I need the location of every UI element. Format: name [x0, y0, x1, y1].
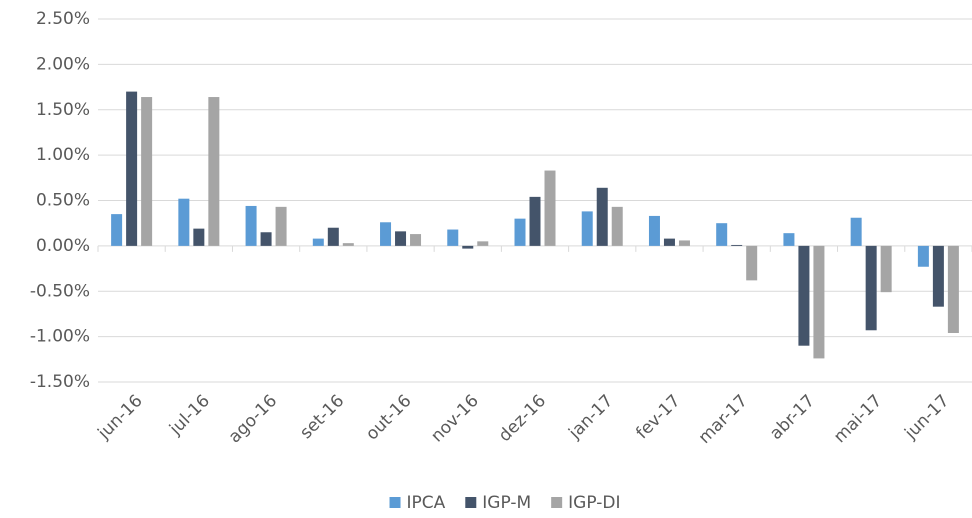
bar [798, 245, 810, 346]
bar [312, 238, 324, 246]
bar [648, 215, 660, 246]
x-tick-label: jun-16 [94, 391, 147, 444]
bar [813, 245, 825, 359]
bar [716, 223, 728, 246]
bar [596, 187, 608, 246]
bar [477, 241, 489, 246]
legend-label: IPCA [407, 493, 446, 513]
y-tick-label: 2.00% [36, 54, 90, 74]
bar [380, 222, 392, 246]
x-tick-label: jun-17 [900, 391, 953, 444]
bar [327, 227, 339, 246]
bar [611, 206, 623, 246]
legend-swatch [389, 497, 401, 508]
bar [731, 244, 743, 246]
bar [193, 228, 205, 246]
x-tick-label: fev-17 [632, 391, 684, 443]
bar [178, 198, 190, 246]
bar [850, 217, 862, 246]
x-tick-label: out-16 [362, 391, 415, 444]
bar [111, 214, 123, 246]
legend-swatch [551, 497, 563, 508]
x-tick-label: jul-16 [165, 391, 214, 440]
x-tick-label: mai-17 [830, 391, 886, 447]
bar [917, 245, 929, 267]
bar [342, 243, 354, 246]
bar [880, 245, 892, 293]
x-tick-label: nov-16 [427, 391, 483, 447]
y-tick-label: 1.50% [36, 100, 90, 120]
legend-label: IGP-M [482, 493, 531, 513]
x-tick-label: mar-17 [695, 391, 752, 448]
bar [932, 245, 944, 307]
bar [529, 196, 541, 246]
y-tick-label: 2.50% [36, 9, 90, 29]
bar [865, 245, 877, 331]
y-tick-label: -0.50% [30, 281, 90, 301]
bar [260, 232, 272, 246]
bar [462, 245, 474, 249]
bar [514, 218, 526, 246]
bar [663, 238, 675, 246]
legend-label: IGP-DI [568, 493, 620, 513]
bar [544, 170, 556, 246]
x-tick-label: jan-17 [564, 391, 617, 444]
x-tick-label: dez-16 [495, 391, 550, 446]
bar [275, 206, 287, 246]
bar [126, 91, 138, 246]
bar [678, 240, 690, 246]
y-tick-label: -1.00% [30, 327, 90, 347]
bar [141, 97, 153, 246]
bar [245, 205, 257, 246]
bar [746, 245, 758, 281]
bar [208, 97, 220, 246]
bar [410, 234, 422, 246]
legend-swatch [465, 497, 477, 508]
x-tick-label: set-16 [296, 391, 348, 443]
y-tick-label: 0.50% [36, 191, 90, 211]
bar [783, 233, 795, 246]
y-tick-label: 0.00% [36, 236, 90, 256]
bar [395, 231, 407, 246]
y-tick-label: 1.00% [36, 145, 90, 165]
x-tick-label: abr-17 [766, 391, 819, 444]
bar [447, 229, 459, 246]
y-tick-label: -1.50% [30, 372, 90, 392]
x-tick-label: ago-16 [225, 391, 281, 447]
bar [947, 245, 959, 333]
bar [581, 211, 593, 246]
